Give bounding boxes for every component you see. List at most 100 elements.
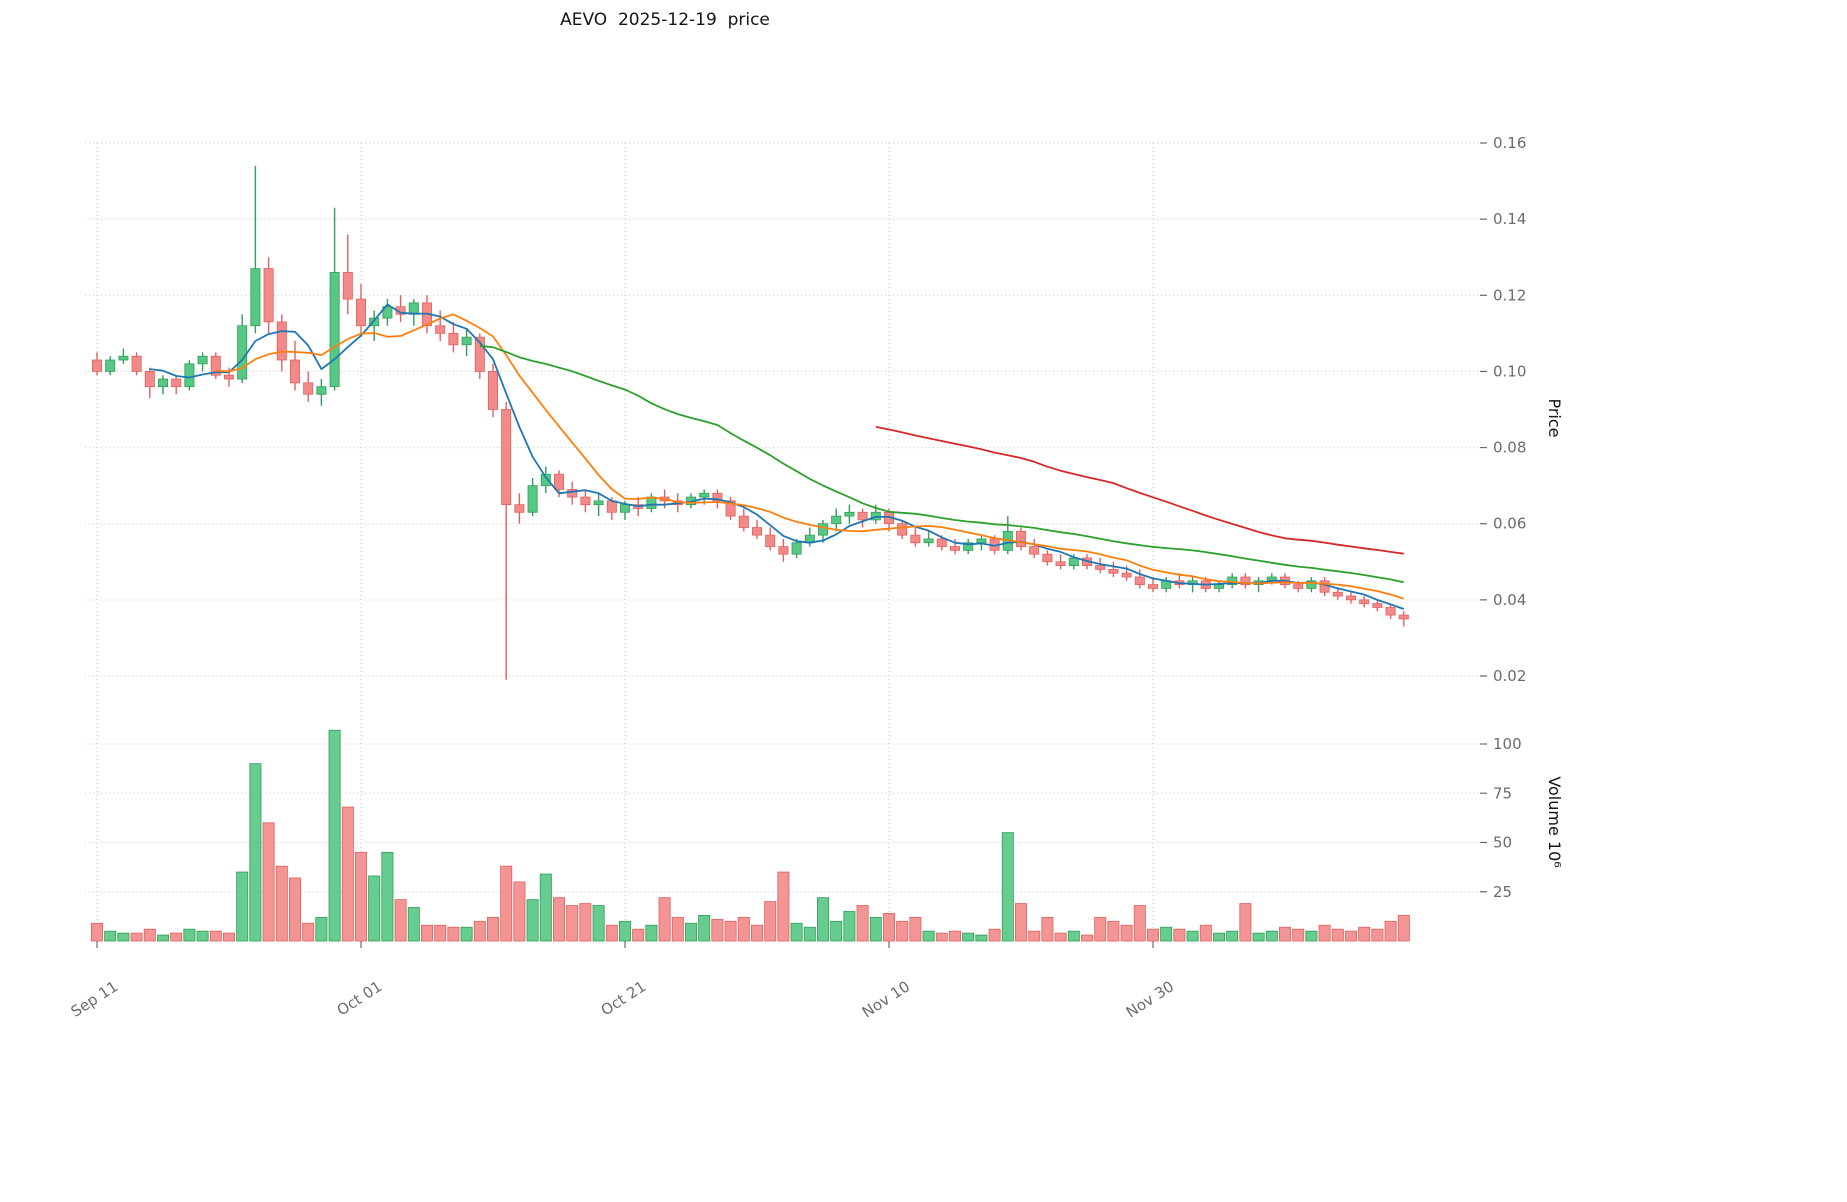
candle-body xyxy=(844,511,855,517)
candle-body xyxy=(540,473,551,487)
price-tick-label: 0.14 xyxy=(1493,210,1526,228)
volume-bar xyxy=(711,918,724,942)
volume-bar xyxy=(962,932,975,942)
volume-bar xyxy=(1397,914,1410,942)
volume-bar xyxy=(447,926,460,942)
volume-bar xyxy=(592,905,605,942)
candle-body xyxy=(1346,595,1357,601)
moving-average-line-5 xyxy=(149,303,1405,610)
volume-bar xyxy=(1345,930,1358,942)
volume-bar xyxy=(909,916,922,942)
volume-bar xyxy=(170,932,183,942)
candle-body xyxy=(276,321,287,361)
candle-body xyxy=(197,355,208,365)
candle-body xyxy=(1148,584,1159,589)
volume-bar xyxy=(777,871,790,942)
candle-body xyxy=(1240,576,1251,586)
price-tick-label: 0.02 xyxy=(1493,667,1526,685)
volume-bar xyxy=(632,928,645,942)
candle-body xyxy=(1306,580,1317,589)
volume-bar xyxy=(843,911,856,942)
candle-body xyxy=(237,325,248,380)
volume-bar xyxy=(1186,930,1199,942)
volume-bar xyxy=(156,934,169,942)
volume-bar xyxy=(209,930,222,942)
candle-body xyxy=(923,538,934,544)
candle-body xyxy=(567,489,578,498)
candle-body xyxy=(461,336,472,346)
candle-body xyxy=(369,317,380,327)
volume-bar xyxy=(1318,924,1331,942)
candle-body xyxy=(1016,530,1027,547)
moving-average-line-30 xyxy=(479,345,1404,584)
volume-bar xyxy=(236,871,249,942)
candle-body xyxy=(738,515,749,528)
candle-body xyxy=(329,272,340,388)
candle-body xyxy=(514,504,525,513)
volume-bar xyxy=(91,922,104,942)
candle-body xyxy=(950,546,961,551)
volume-bar xyxy=(645,924,658,942)
volume-bar xyxy=(249,763,262,942)
volume-bar xyxy=(539,873,552,942)
volume-bar xyxy=(328,729,341,942)
candle-body xyxy=(620,504,631,513)
volume-bar xyxy=(460,926,473,942)
volume-bar xyxy=(883,913,896,942)
volume-bar xyxy=(553,897,566,942)
volume-bar xyxy=(1265,930,1278,942)
volume-bar xyxy=(526,899,539,942)
volume-bar xyxy=(658,897,671,942)
volume-bar xyxy=(130,932,143,942)
candle-body xyxy=(712,492,723,502)
price-tick-label: 0.08 xyxy=(1493,439,1526,457)
volume-bar xyxy=(302,922,315,942)
price-tick-label: 0.16 xyxy=(1493,134,1526,152)
volume-bar xyxy=(1081,934,1094,942)
volume-bar xyxy=(117,932,130,942)
candle-body xyxy=(936,538,947,547)
candle-body xyxy=(1029,546,1040,555)
volume-bar xyxy=(394,899,407,942)
candle-body xyxy=(897,523,908,536)
volume-bar xyxy=(1120,924,1133,942)
volume-bar xyxy=(473,920,486,942)
volume-tick-label: 100 xyxy=(1493,735,1522,753)
candle-body xyxy=(1385,607,1396,616)
volume-bar xyxy=(143,928,156,942)
volume-bar xyxy=(1226,930,1239,942)
candle-body xyxy=(435,325,446,334)
candle-body xyxy=(554,473,565,490)
volume-bar xyxy=(500,865,513,942)
candle-body xyxy=(448,332,459,346)
volume-bar xyxy=(922,930,935,942)
candle-body xyxy=(342,272,353,300)
volume-bar xyxy=(368,875,381,942)
volume-bar xyxy=(566,905,579,942)
volume-bar xyxy=(869,916,882,942)
volume-bar xyxy=(1384,920,1397,942)
volume-bar xyxy=(605,924,618,942)
chart-title: AEVO 2025-12-19 price xyxy=(560,10,770,30)
candle-body xyxy=(831,515,842,525)
candle-body xyxy=(487,371,498,410)
candle-body xyxy=(1108,568,1119,574)
volume-bar xyxy=(196,930,209,942)
volume-axis-label: Volume 10⁶ xyxy=(1545,776,1564,867)
candle-body xyxy=(765,534,776,547)
volume-bar xyxy=(1067,930,1080,942)
volume-bar xyxy=(685,922,698,942)
volume-bar xyxy=(1133,905,1146,942)
volume-bar xyxy=(1054,932,1067,942)
volume-bar xyxy=(803,926,816,942)
volume-bar xyxy=(1213,932,1226,942)
volume-bar xyxy=(1252,932,1265,942)
volume-bar xyxy=(275,865,288,942)
volume-bar xyxy=(381,851,394,942)
price-tick-label: 0.12 xyxy=(1493,286,1526,304)
volume-bar xyxy=(1199,924,1212,942)
price-tick-label: 0.04 xyxy=(1493,591,1526,609)
candle-body xyxy=(171,378,182,388)
price-tick-label: 0.06 xyxy=(1493,515,1526,533)
